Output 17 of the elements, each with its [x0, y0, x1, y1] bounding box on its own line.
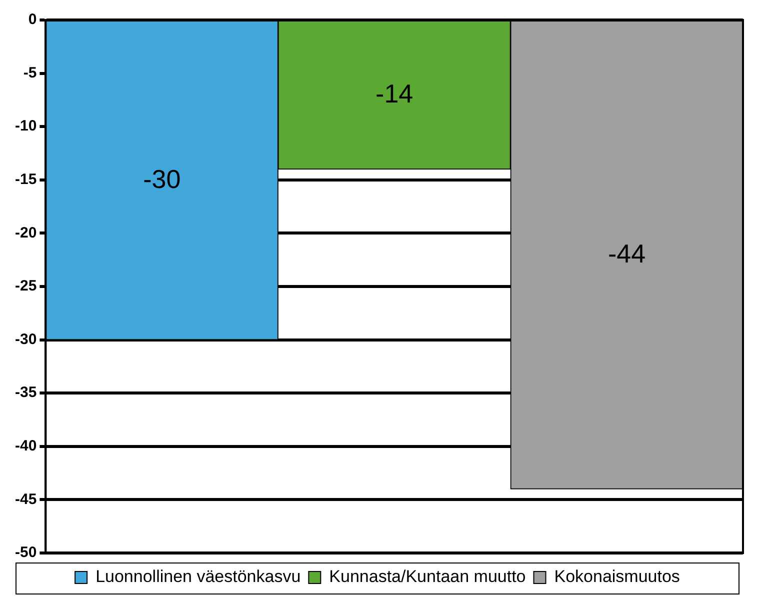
y-tick-label: -10 — [14, 118, 37, 135]
y-tick-label: -40 — [14, 438, 37, 455]
y-tick-label: -30 — [14, 330, 37, 348]
y-tick-label: -45 — [14, 490, 37, 508]
legend-label: Kunnasta/Kuntaan muutto — [329, 567, 526, 586]
y-tick-label: -25 — [14, 278, 37, 295]
y-tick-label: 0 — [28, 11, 37, 28]
y-tick-label: -15 — [14, 171, 37, 188]
data-label: -44 — [608, 238, 646, 268]
y-tick-label: -35 — [14, 384, 37, 402]
y-tick-label: -50 — [14, 544, 37, 562]
data-label: -30 — [143, 164, 181, 194]
y-tick-label: -5 — [23, 64, 37, 82]
legend-label: Luonnollinen väestönkasvu — [96, 567, 301, 586]
data-label: -14 — [376, 78, 414, 109]
y-tick-label: -20 — [14, 224, 37, 242]
legend-label: Kokonaismuutos — [554, 567, 680, 586]
